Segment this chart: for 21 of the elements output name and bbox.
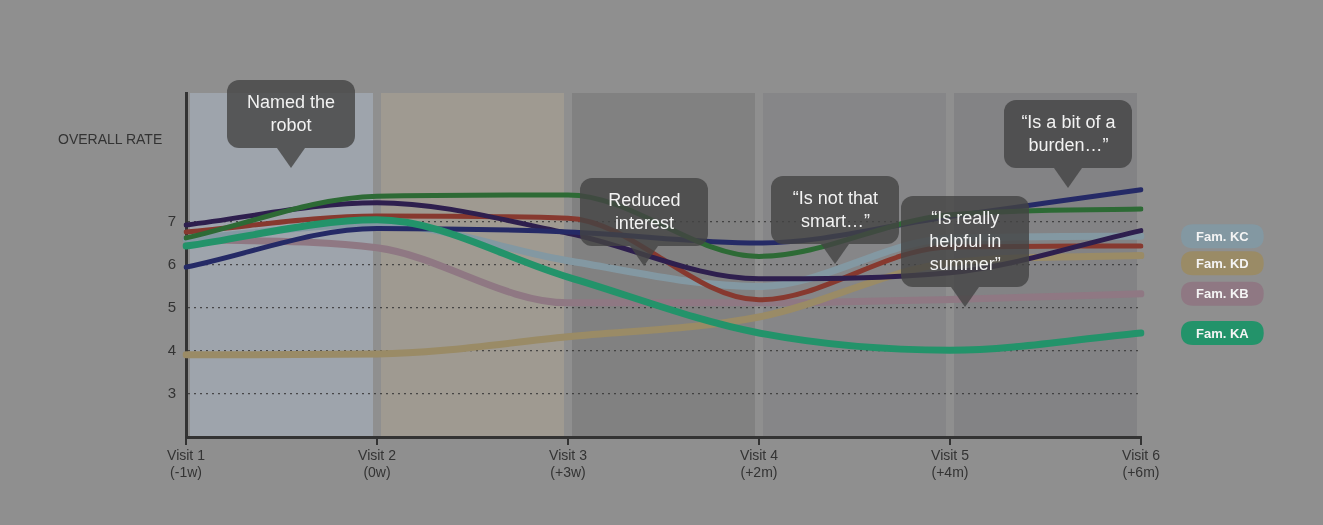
annotation: Reduced interest xyxy=(580,178,709,246)
text: Fam. KC xyxy=(1196,228,1250,244)
y-tick-label: 7 xyxy=(167,212,176,230)
y-tick-label: 5 xyxy=(167,298,176,316)
x-tick-label: Visit 1 (-1w) xyxy=(167,447,206,481)
text: Fam. KD xyxy=(1196,255,1249,271)
y-tick-label: 3 xyxy=(167,384,176,402)
annotation: “Is a bit of a burden…” xyxy=(1004,100,1133,168)
y-axis-title: OVERALL RATE xyxy=(58,130,163,147)
text: Fam. KB xyxy=(1196,286,1249,302)
annotation: “Is really helpful in summer” xyxy=(901,196,1030,287)
x-tick-label: Visit 3 (+3w) xyxy=(549,447,588,481)
y-tick-label: 4 xyxy=(167,341,176,359)
x-tick-label: Visit 5 (+4m) xyxy=(931,447,970,481)
text: Fam. KA xyxy=(1196,325,1250,341)
annotation: Named the robot xyxy=(227,80,356,148)
annotation: “Is not that smart…” xyxy=(771,176,900,244)
x-tick-label: Visit 6 (+6m) xyxy=(1122,447,1161,481)
y-tick-label: 6 xyxy=(167,255,176,273)
x-tick-label: Visit 2 (0w) xyxy=(358,447,397,481)
x-tick-label: Visit 4 (+2m) xyxy=(740,447,779,481)
